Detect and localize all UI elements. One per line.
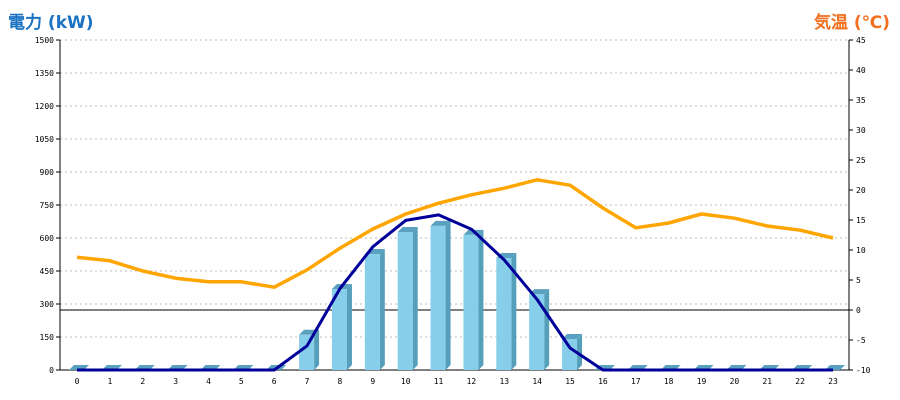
bar (496, 258, 512, 370)
x-tick-label: 12 (467, 377, 477, 386)
bar-side (412, 227, 418, 370)
bar-side (314, 329, 320, 370)
x-tick-label: 13 (499, 377, 509, 386)
right-tick-label: -5 (856, 336, 866, 345)
bar-top (529, 289, 550, 295)
left-tick-label: 0 (49, 366, 54, 375)
bar-side (577, 333, 583, 370)
left-tick-label: 300 (40, 300, 55, 309)
power-forecast-line (77, 213, 833, 372)
x-tick-label: 1 (107, 377, 112, 386)
bar (430, 225, 446, 370)
bar-side (478, 229, 484, 370)
left-tick-label: 1350 (35, 69, 54, 78)
x-tick-label: 17 (631, 377, 641, 386)
right-tick-label: 15 (856, 216, 866, 225)
bar (463, 234, 479, 370)
x-tick-label: 23 (828, 377, 838, 386)
left-axis-title: 電力 (kW) (8, 13, 94, 33)
right-axis-title: 気温 (℃) (813, 13, 890, 33)
x-tick-label: 4 (206, 377, 211, 386)
x-tick-label: 14 (532, 377, 542, 386)
right-tick-label: -10 (856, 366, 871, 375)
x-tick-label: 18 (664, 377, 674, 386)
bar-top (430, 220, 451, 226)
x-tick-label: 22 (795, 377, 805, 386)
x-tick-label: 11 (434, 377, 444, 386)
right-tick-label: 0 (856, 306, 861, 315)
right-tick-label: 25 (856, 156, 866, 165)
left-tick-label: 450 (40, 267, 55, 276)
x-tick-label: 7 (305, 377, 310, 386)
right-tick-label: 20 (856, 186, 866, 195)
right-tick-label: 35 (856, 96, 866, 105)
right-tick-label: 5 (856, 276, 861, 285)
x-tick-label: 19 (697, 377, 707, 386)
bar (397, 232, 413, 370)
x-tick-label: 16 (598, 377, 608, 386)
x-tick-label: 20 (730, 377, 740, 386)
bar (299, 334, 315, 370)
bar (364, 254, 380, 370)
x-tick-label: 3 (173, 377, 178, 386)
x-tick-label: 6 (272, 377, 277, 386)
x-tick-label: 0 (75, 377, 80, 386)
left-tick-label: 1200 (35, 102, 54, 111)
x-tick-label: 21 (762, 377, 772, 386)
x-tick-label: 5 (239, 377, 244, 386)
bar (529, 294, 545, 370)
bar-side (379, 249, 385, 370)
left-tick-label: 900 (40, 168, 55, 177)
x-tick-label: 10 (401, 377, 411, 386)
right-tick-label: 40 (856, 66, 866, 75)
bar-side (445, 220, 451, 370)
right-tick-label: 30 (856, 126, 866, 135)
left-tick-label: 600 (40, 234, 55, 243)
temperature-line (76, 178, 834, 289)
bar (562, 338, 578, 370)
left-tick-label: 1050 (35, 135, 54, 144)
x-tick-label: 15 (565, 377, 575, 386)
bar-side (544, 289, 550, 370)
bar-side (511, 253, 517, 370)
bar-side (346, 284, 352, 370)
x-tick-label: 8 (338, 377, 343, 386)
bar-top (397, 227, 418, 233)
right-tick-label: 45 (856, 36, 866, 45)
bar-top (562, 333, 583, 339)
left-tick-label: 750 (40, 201, 55, 210)
right-tick-label: 10 (856, 246, 866, 255)
bar (331, 289, 347, 370)
left-tick-label: 150 (40, 333, 55, 342)
left-tick-label: 1500 (35, 36, 54, 45)
x-tick-label: 9 (370, 377, 375, 386)
x-tick-label: 2 (140, 377, 145, 386)
